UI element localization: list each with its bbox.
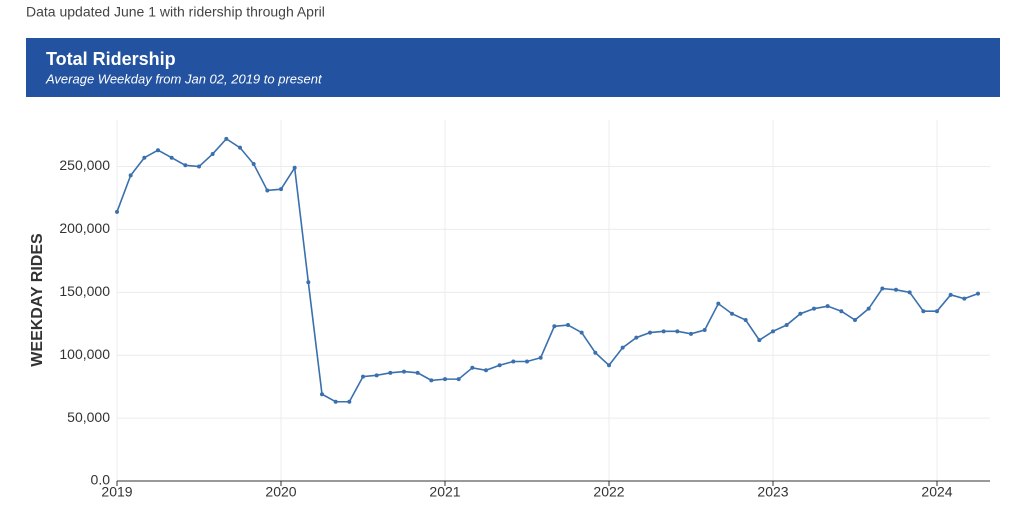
data-point <box>525 359 529 364</box>
data-point <box>634 335 639 340</box>
data-point <box>197 164 201 169</box>
data-point <box>320 392 324 397</box>
y-tick-label: 100,000 <box>59 346 110 362</box>
data-point <box>743 317 748 322</box>
y-axis-label: WEEKDAY RIDES <box>29 233 46 367</box>
data-point <box>183 163 188 168</box>
data-point <box>812 306 816 311</box>
data-point <box>552 324 557 329</box>
x-tick-label: 2023 <box>757 484 788 500</box>
data-point <box>702 328 707 333</box>
data-point <box>593 350 598 355</box>
y-tick-label: 50,000 <box>67 409 110 425</box>
data-point <box>142 155 147 160</box>
data-point <box>866 306 871 311</box>
data-point <box>443 377 447 382</box>
data-point <box>648 330 652 335</box>
data-point <box>839 309 844 314</box>
data-point <box>497 363 502 368</box>
data-point <box>607 363 611 368</box>
data-point <box>374 373 379 378</box>
data-point <box>784 323 789 328</box>
data-point <box>566 323 570 328</box>
x-tick-label: 2024 <box>921 484 952 500</box>
data-point <box>962 296 967 301</box>
x-tick-label: 2019 <box>101 484 132 500</box>
data-point <box>279 187 283 192</box>
x-tick-label: 2021 <box>429 484 460 500</box>
y-tick-label: 250,000 <box>59 157 110 173</box>
data-point <box>361 374 365 379</box>
data-point <box>251 162 256 167</box>
data-point <box>620 345 625 350</box>
plot: 0.0 50,000 100,000 150,000 200,000 250,000 201… <box>59 120 990 500</box>
data-point <box>825 304 830 309</box>
data-point <box>265 188 270 193</box>
data-point <box>429 378 434 383</box>
data-point <box>798 311 803 316</box>
data-point <box>115 209 119 214</box>
data-point <box>238 145 242 150</box>
data-point <box>169 155 174 160</box>
data-point <box>921 309 926 314</box>
data-point <box>716 301 721 306</box>
data-point <box>388 370 393 375</box>
data-point <box>456 377 461 382</box>
data-point <box>306 280 311 285</box>
data-point <box>156 148 160 153</box>
x-tick-label: 2022 <box>593 484 624 500</box>
data-point <box>538 355 543 360</box>
data-point <box>976 291 980 296</box>
data-point <box>224 136 229 141</box>
y-tick-label: 200,000 <box>59 220 110 236</box>
data-point <box>675 329 680 334</box>
data-point <box>894 287 898 292</box>
data-point <box>579 330 584 335</box>
data-point <box>484 368 488 373</box>
data-point <box>880 286 885 291</box>
data-point <box>689 331 693 336</box>
data-point <box>853 317 857 322</box>
data-point <box>292 165 297 170</box>
chart-title: Total Ridership <box>46 49 176 69</box>
data-point <box>948 292 953 297</box>
y-tick-label: 150,000 <box>59 283 110 299</box>
data-point <box>771 329 775 334</box>
update-note: Data updated June 1 with ridership throu… <box>26 4 325 20</box>
data-point <box>907 290 912 295</box>
data-point <box>347 399 352 404</box>
data-point <box>661 329 666 334</box>
data-point <box>128 173 133 178</box>
data-point <box>935 309 939 314</box>
data-point <box>402 369 406 374</box>
data-point <box>511 359 516 364</box>
x-tick-label: 2020 <box>265 484 296 500</box>
data-point <box>333 399 338 404</box>
data-point <box>415 370 420 375</box>
data-point <box>730 311 734 316</box>
series-line <box>116 137 979 403</box>
data-point <box>757 338 762 343</box>
data-point <box>210 151 215 156</box>
chart-subtitle: Average Weekday from Jan 02, 2019 to pre… <box>45 71 323 86</box>
y-tick-label: 0.0 <box>91 472 111 488</box>
data-point <box>470 365 475 370</box>
header-banner <box>26 38 1000 97</box>
